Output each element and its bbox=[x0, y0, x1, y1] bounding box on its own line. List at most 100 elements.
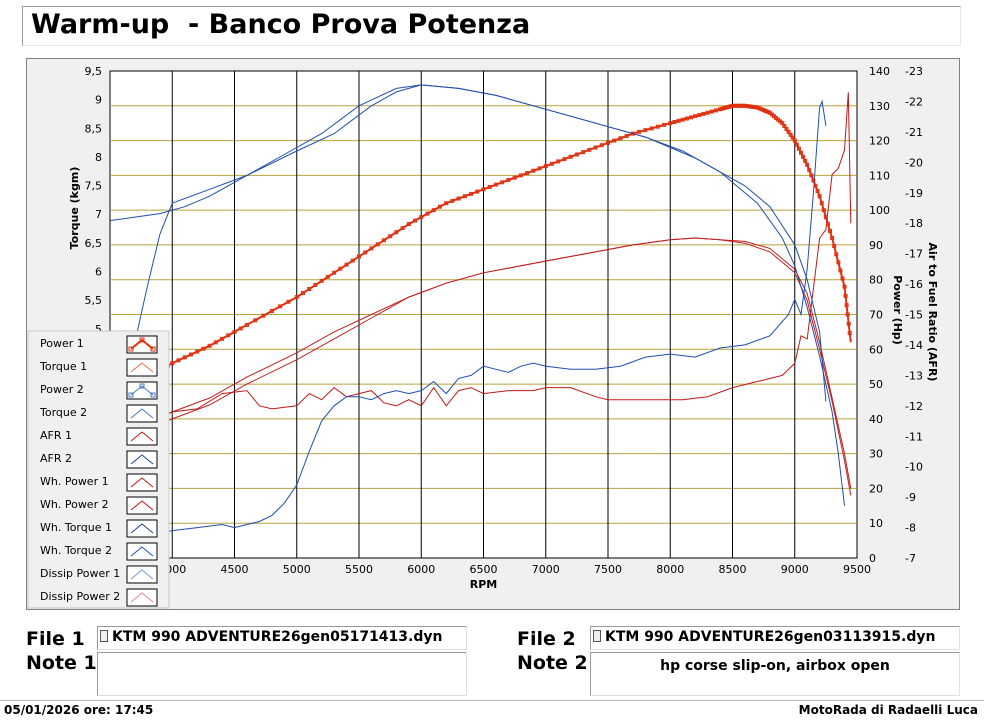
x-tick-label: 5000 bbox=[283, 563, 311, 576]
power1-marker bbox=[643, 128, 648, 133]
power1-marker bbox=[606, 140, 610, 145]
legend-label: Dissip Power 1 bbox=[40, 567, 120, 580]
power1-marker bbox=[537, 166, 542, 171]
power1-marker bbox=[506, 177, 511, 182]
y-right-afr-tick-label: -13 bbox=[905, 369, 923, 382]
power1-marker bbox=[705, 110, 710, 115]
legend-swatch bbox=[126, 404, 158, 423]
power1-marker bbox=[655, 124, 660, 129]
power1-marker bbox=[637, 129, 642, 134]
power1-marker bbox=[261, 313, 266, 318]
power1-marker bbox=[195, 349, 200, 354]
power1-marker bbox=[431, 208, 436, 213]
y-left-tick-label: 7,5 bbox=[85, 180, 103, 193]
power1-marker bbox=[525, 171, 530, 176]
y-right-afr-tick-label: -23 bbox=[905, 65, 923, 78]
legend-label: Wh. Torque 1 bbox=[40, 521, 112, 534]
power1-marker bbox=[747, 104, 752, 109]
power1-marker bbox=[755, 105, 760, 110]
power1-marker bbox=[836, 260, 841, 265]
file2-field[interactable]: KTM 990 ADVENTURE26gen03113915.dyn bbox=[590, 626, 960, 650]
power1-marker bbox=[400, 226, 405, 231]
power1-marker bbox=[672, 120, 677, 125]
power1-marker bbox=[357, 254, 361, 259]
file1-field[interactable]: KTM 990 ADVENTURE26gen05171413.dyn bbox=[97, 626, 467, 650]
power1-marker bbox=[726, 104, 731, 109]
power1-marker bbox=[759, 107, 764, 112]
power1-marker bbox=[450, 198, 455, 203]
power1-marker bbox=[207, 343, 212, 348]
power1-marker bbox=[801, 154, 806, 159]
power1-marker bbox=[830, 235, 835, 240]
power1-marker bbox=[624, 133, 629, 138]
power1-marker bbox=[363, 250, 368, 255]
x-tick-label: 9000 bbox=[781, 563, 809, 576]
y-left-tick-label: 6 bbox=[95, 266, 102, 279]
power1-marker bbox=[757, 106, 762, 111]
note1-field[interactable] bbox=[97, 652, 467, 696]
y-left-axis-label: Torque (kgm) bbox=[68, 167, 81, 250]
power1-marker bbox=[307, 286, 312, 291]
legend-marker bbox=[150, 392, 156, 398]
note2-field[interactable]: hp corse slip-on, airbox open bbox=[590, 652, 960, 696]
power1-marker bbox=[286, 299, 291, 304]
file1-label: File 1 bbox=[26, 628, 85, 650]
power1-marker bbox=[720, 106, 725, 111]
legend-line bbox=[130, 454, 154, 465]
page-title: Warm-up - Banco Prova Potenza bbox=[31, 9, 531, 40]
power1-marker bbox=[845, 312, 850, 317]
power1-marker bbox=[587, 147, 592, 152]
legend-swatch bbox=[126, 473, 158, 492]
title-bar: Warm-up - Banco Prova Potenza bbox=[22, 6, 961, 46]
footer: File 1 Note 1 KTM 990 ADVENTURE26gen0517… bbox=[0, 620, 984, 723]
power1-marker bbox=[394, 230, 399, 235]
y-right-afr-tick-label: -16 bbox=[905, 278, 923, 291]
legend-marker bbox=[139, 383, 145, 389]
legend-label: Wh. Power 1 bbox=[40, 475, 109, 488]
power1-marker bbox=[182, 355, 187, 360]
power1-marker bbox=[649, 126, 654, 131]
power1-marker bbox=[821, 208, 826, 213]
power1-marker bbox=[680, 117, 685, 122]
legend-line bbox=[130, 546, 154, 557]
power1-marker bbox=[676, 118, 681, 123]
power1-marker bbox=[220, 336, 225, 341]
y-right-afr-tick-label: -8 bbox=[905, 522, 916, 535]
series-wh-torque-2 bbox=[109, 84, 845, 506]
power1-marker bbox=[369, 246, 374, 251]
power1-marker bbox=[332, 270, 337, 275]
legend-swatch bbox=[126, 381, 158, 400]
power1-marker bbox=[790, 135, 795, 140]
power1-marker bbox=[512, 175, 517, 180]
legend-line bbox=[130, 477, 154, 488]
legend-swatch bbox=[126, 335, 158, 354]
power1-marker bbox=[689, 115, 693, 120]
power1-marker bbox=[294, 295, 299, 300]
power1-marker bbox=[319, 278, 324, 283]
legend-line bbox=[130, 385, 154, 396]
legend-swatch bbox=[126, 450, 158, 469]
power1-marker bbox=[745, 104, 750, 109]
power1-marker bbox=[201, 346, 206, 351]
power1-marker bbox=[798, 150, 803, 155]
y-right-afr-tick-label: -15 bbox=[905, 309, 923, 322]
power1-marker bbox=[437, 204, 442, 209]
legend-swatch bbox=[126, 519, 158, 538]
legend-swatch bbox=[126, 588, 158, 607]
power1-marker bbox=[753, 105, 758, 110]
y-right-afr-tick-label: -12 bbox=[905, 400, 923, 413]
power1-marker bbox=[338, 266, 343, 271]
y-left-tick-label: 6,5 bbox=[85, 237, 103, 250]
power1-marker bbox=[843, 293, 848, 298]
power1-marker bbox=[381, 238, 386, 243]
x-tick-label: 6500 bbox=[470, 563, 498, 576]
power1-marker bbox=[792, 138, 797, 143]
power1-marker bbox=[825, 222, 830, 227]
legend-label: Wh. Power 2 bbox=[40, 498, 109, 511]
legend-label: Dissip Power 2 bbox=[40, 590, 120, 603]
power1-marker bbox=[828, 229, 833, 234]
power1-marker bbox=[469, 191, 474, 196]
power1-marker bbox=[562, 157, 567, 162]
power1-marker bbox=[697, 113, 702, 118]
legend-marker bbox=[150, 346, 156, 352]
